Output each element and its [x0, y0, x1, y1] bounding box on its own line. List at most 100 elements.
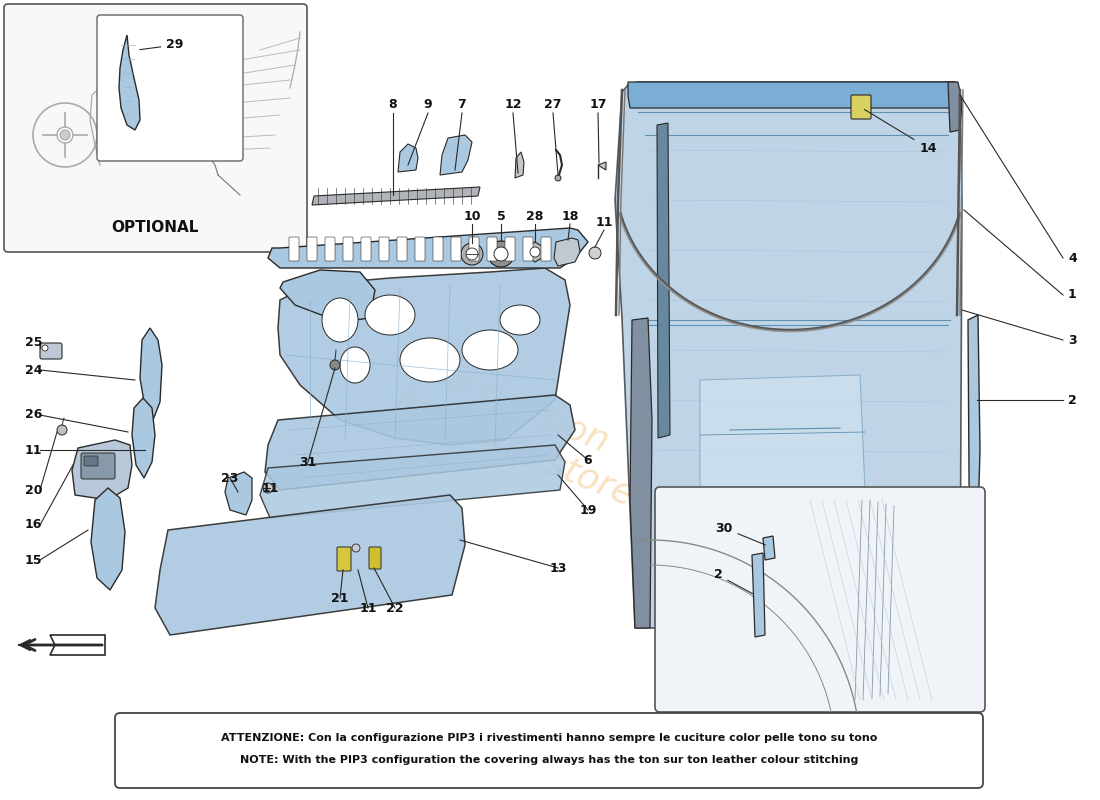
- Text: 29: 29: [140, 38, 184, 51]
- Polygon shape: [628, 82, 958, 108]
- FancyBboxPatch shape: [433, 237, 443, 261]
- Text: 25: 25: [25, 335, 43, 349]
- Text: 3: 3: [1068, 334, 1077, 346]
- Text: 19: 19: [580, 503, 596, 517]
- Polygon shape: [226, 472, 252, 515]
- FancyBboxPatch shape: [337, 547, 351, 571]
- Circle shape: [330, 360, 340, 370]
- Circle shape: [42, 345, 48, 351]
- FancyBboxPatch shape: [40, 343, 62, 359]
- Polygon shape: [554, 238, 580, 266]
- Circle shape: [723, 563, 737, 577]
- FancyBboxPatch shape: [84, 456, 98, 466]
- Circle shape: [461, 243, 483, 265]
- Ellipse shape: [500, 305, 540, 335]
- Text: 27: 27: [544, 98, 562, 111]
- Text: 21: 21: [331, 591, 349, 605]
- Polygon shape: [526, 242, 543, 262]
- FancyBboxPatch shape: [397, 237, 407, 261]
- Circle shape: [57, 425, 67, 435]
- FancyBboxPatch shape: [4, 4, 307, 252]
- Polygon shape: [268, 228, 588, 268]
- Text: NOTE: With the PIP3 configuration the covering always has the ton sur ton leathe: NOTE: With the PIP3 configuration the co…: [240, 755, 858, 765]
- FancyBboxPatch shape: [97, 15, 243, 161]
- Polygon shape: [440, 135, 472, 175]
- Circle shape: [712, 532, 728, 548]
- Text: 7: 7: [458, 98, 466, 111]
- Polygon shape: [265, 395, 575, 490]
- Circle shape: [692, 552, 708, 568]
- Text: 11: 11: [595, 215, 613, 229]
- FancyBboxPatch shape: [324, 237, 336, 261]
- Text: 26: 26: [25, 409, 43, 422]
- FancyBboxPatch shape: [307, 237, 317, 261]
- Text: 9: 9: [424, 98, 432, 111]
- Text: 18: 18: [561, 210, 579, 222]
- Polygon shape: [598, 162, 606, 170]
- FancyBboxPatch shape: [368, 547, 381, 569]
- Ellipse shape: [340, 347, 370, 383]
- FancyBboxPatch shape: [379, 237, 389, 261]
- Circle shape: [588, 247, 601, 259]
- Text: 2: 2: [714, 569, 752, 594]
- Text: 24: 24: [25, 363, 43, 377]
- FancyBboxPatch shape: [505, 237, 515, 261]
- Polygon shape: [948, 82, 962, 132]
- Polygon shape: [968, 315, 980, 625]
- Ellipse shape: [322, 298, 358, 342]
- Text: 4: 4: [1068, 251, 1077, 265]
- Ellipse shape: [462, 330, 518, 370]
- Circle shape: [488, 241, 514, 267]
- Polygon shape: [132, 398, 155, 478]
- Text: 8: 8: [388, 98, 397, 111]
- Text: 20: 20: [25, 483, 43, 497]
- Text: 28: 28: [526, 210, 543, 222]
- FancyBboxPatch shape: [343, 237, 353, 261]
- Circle shape: [466, 248, 478, 260]
- Circle shape: [732, 512, 748, 528]
- Polygon shape: [280, 270, 375, 322]
- Text: 2: 2: [1068, 394, 1077, 406]
- Ellipse shape: [400, 338, 460, 382]
- Text: 10: 10: [463, 210, 481, 222]
- Circle shape: [494, 247, 508, 261]
- FancyBboxPatch shape: [289, 237, 299, 261]
- FancyBboxPatch shape: [469, 237, 478, 261]
- Text: 22: 22: [386, 602, 404, 614]
- Polygon shape: [155, 495, 465, 635]
- Polygon shape: [278, 268, 570, 445]
- Circle shape: [693, 573, 707, 587]
- Polygon shape: [312, 187, 480, 205]
- Text: 13: 13: [549, 562, 566, 574]
- Text: OPTIONAL: OPTIONAL: [111, 221, 199, 235]
- Polygon shape: [260, 445, 565, 518]
- Text: 11: 11: [360, 602, 376, 614]
- FancyBboxPatch shape: [851, 95, 871, 119]
- Ellipse shape: [365, 295, 415, 335]
- Polygon shape: [398, 144, 418, 172]
- Circle shape: [530, 247, 540, 257]
- Text: 11: 11: [262, 482, 278, 494]
- Polygon shape: [91, 488, 125, 590]
- Polygon shape: [630, 318, 652, 628]
- FancyBboxPatch shape: [116, 713, 983, 788]
- Polygon shape: [515, 152, 524, 178]
- Text: 11: 11: [25, 443, 43, 457]
- Text: 16: 16: [25, 518, 43, 531]
- FancyBboxPatch shape: [415, 237, 425, 261]
- Text: 12: 12: [504, 98, 521, 111]
- Polygon shape: [72, 440, 132, 500]
- Polygon shape: [615, 82, 962, 628]
- FancyBboxPatch shape: [81, 453, 116, 479]
- Circle shape: [352, 544, 360, 552]
- Circle shape: [60, 130, 70, 140]
- Text: 14: 14: [865, 110, 937, 154]
- FancyBboxPatch shape: [451, 237, 461, 261]
- FancyBboxPatch shape: [522, 237, 534, 261]
- Text: 5: 5: [496, 210, 505, 222]
- Text: a passion
for parts store: a passion for parts store: [387, 348, 653, 512]
- Text: 1: 1: [1068, 289, 1077, 302]
- Text: ATTENZIONE: Con la configurazione PIP3 i rivestimenti hanno sempre le cuciture c: ATTENZIONE: Con la configurazione PIP3 i…: [221, 733, 877, 743]
- Circle shape: [57, 127, 73, 143]
- Polygon shape: [763, 536, 776, 560]
